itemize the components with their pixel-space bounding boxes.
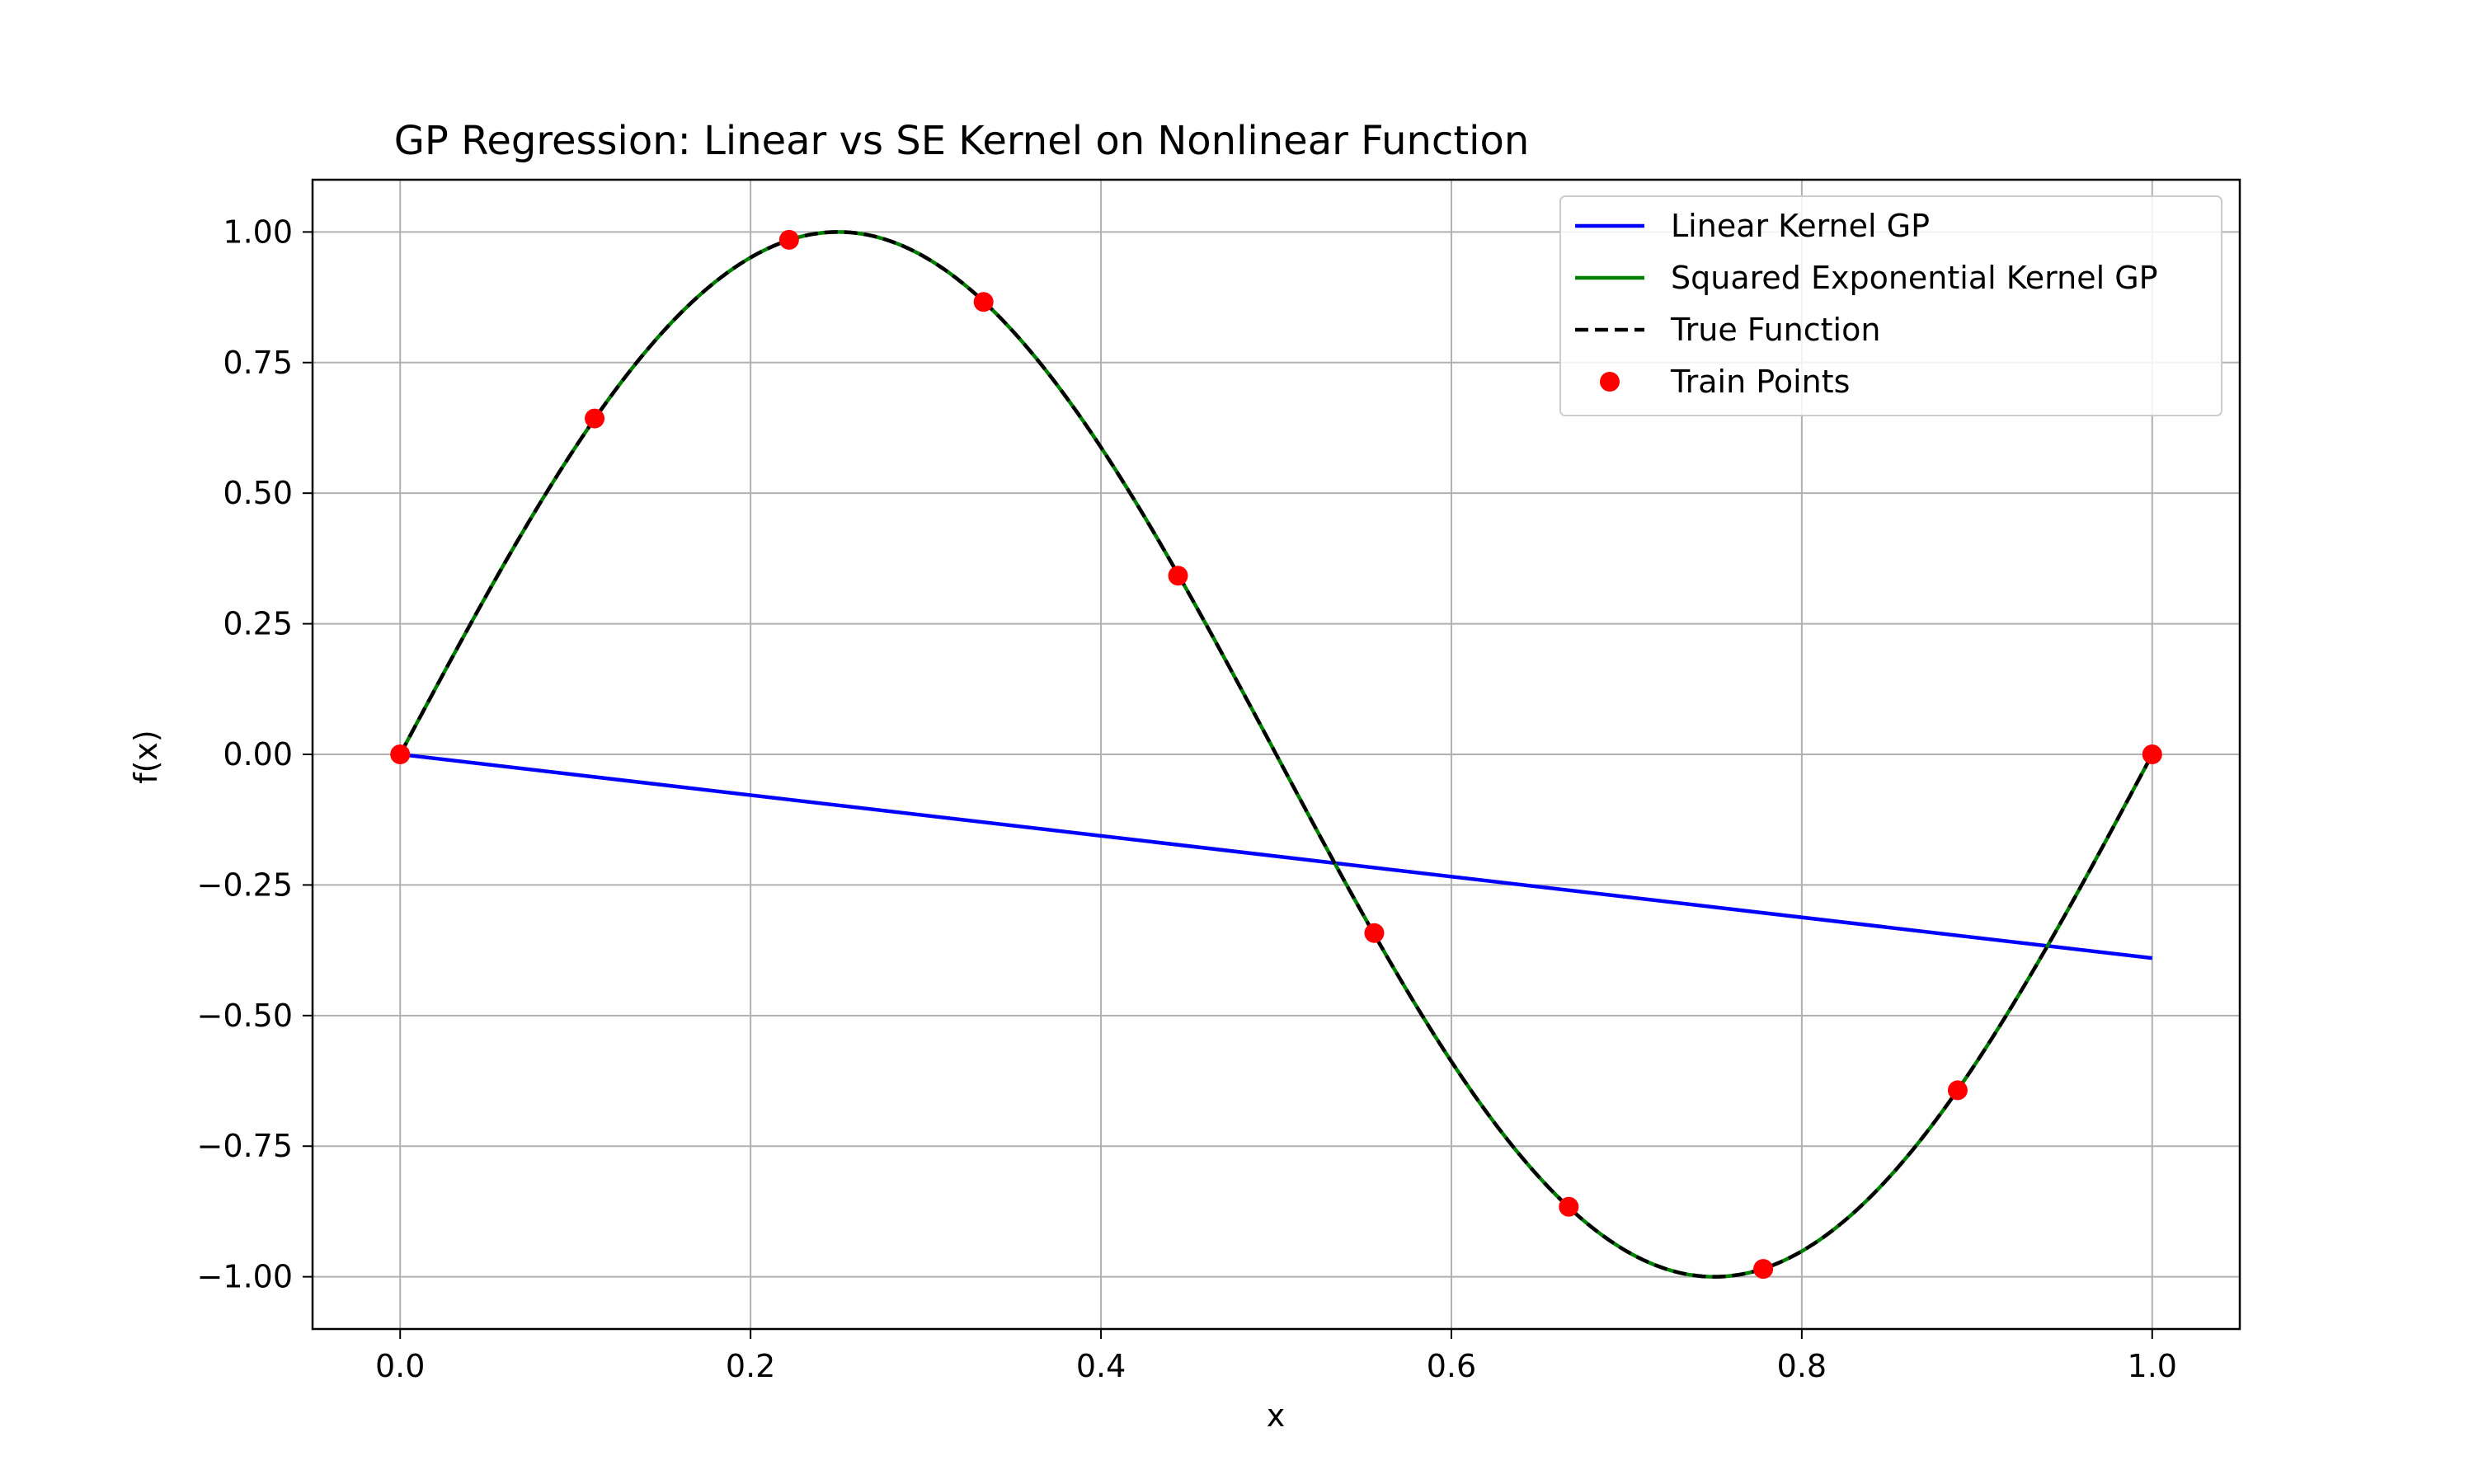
legend: Linear Kernel GP Squared Exponential Kern… <box>1559 195 2222 416</box>
y-tick-label: 0.50 <box>223 475 293 511</box>
y-tick-label: −1.00 <box>197 1259 293 1295</box>
y-tick-label: 0.00 <box>223 736 293 773</box>
y-tick-label: −0.50 <box>197 998 293 1034</box>
train-point <box>390 744 411 764</box>
y-tick-label: 1.00 <box>223 214 293 250</box>
train-point <box>778 229 799 250</box>
y-tick-label: −0.75 <box>197 1128 293 1164</box>
legend-label-linear-kernel-gp: Linear Kernel GP <box>1671 208 1930 244</box>
train-point <box>1947 1080 1968 1101</box>
train-point <box>1364 923 1385 943</box>
train-point <box>1168 566 1188 586</box>
x-tick-label: 0.6 <box>1427 1348 1476 1384</box>
train-point <box>1559 1196 1579 1217</box>
legend-box <box>1559 195 2222 416</box>
x-tick-label: 0.0 <box>375 1348 425 1384</box>
y-axis-label: f(x) <box>128 730 164 784</box>
plot-area <box>390 229 2162 1280</box>
x-axis-label: x <box>1267 1397 1286 1434</box>
y-tick-label: 0.25 <box>223 606 293 642</box>
legend-label-train-points: Train Points <box>1670 364 1850 400</box>
chart-title: GP Regression: Linear vs SE Kernel on No… <box>394 118 1530 164</box>
legend-label-squared-exponential-kernel-gp: Squared Exponential Kernel GP <box>1671 260 2158 296</box>
y-tick-label: 0.75 <box>223 345 293 381</box>
series-line-true-function <box>398 230 2154 1279</box>
x-tick-label: 0.8 <box>1777 1348 1827 1384</box>
y-tick-label: −0.25 <box>197 866 293 903</box>
train-point <box>2142 744 2162 764</box>
legend-swatch-train-points <box>1600 372 1620 392</box>
y-axis: 1.00 0.75 0.50 0.25 0.00 −0.25 −0.50 −0.75 −1.00 <box>197 214 313 1295</box>
x-tick-label: 0.2 <box>726 1348 775 1384</box>
legend-label-true-function: True Function <box>1670 312 1880 348</box>
x-tick-label: 0.4 <box>1076 1348 1126 1384</box>
x-tick-label: 1.0 <box>2128 1348 2177 1384</box>
train-point <box>1753 1259 1774 1280</box>
train-point <box>585 408 605 429</box>
series-line-linear-kernel-gp <box>399 752 2153 960</box>
x-axis: 0.0 0.2 0.4 0.6 0.8 1.0 <box>375 1329 2177 1384</box>
train-point <box>973 292 994 312</box>
